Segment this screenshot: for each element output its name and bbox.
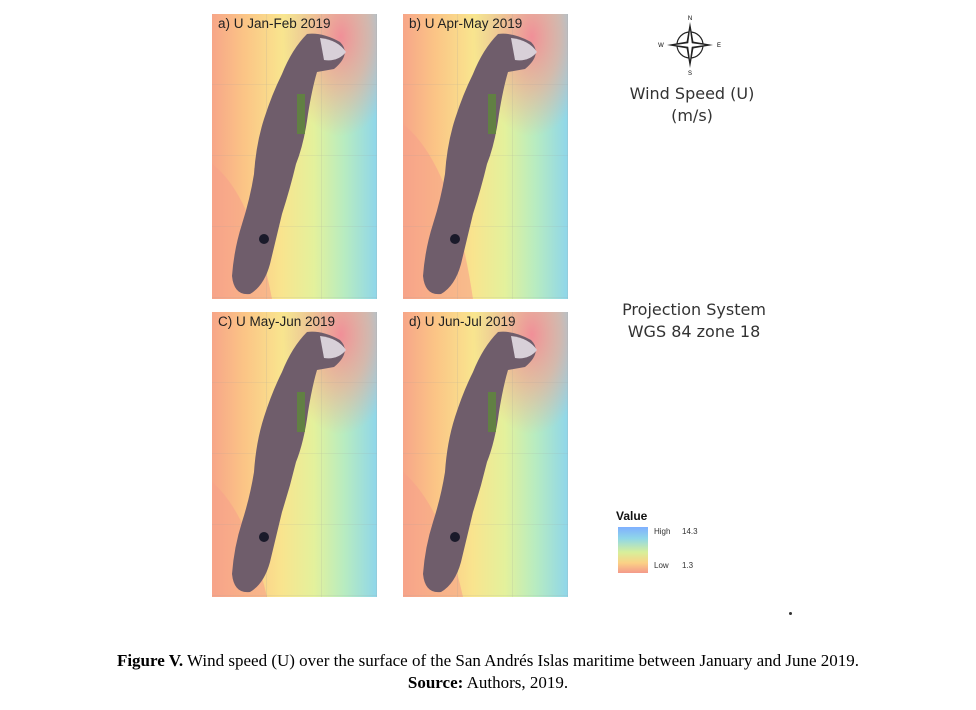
island-shape <box>232 33 345 295</box>
map-panel-c: C) U May-Jun 2019 <box>212 312 377 597</box>
island-shape <box>423 331 536 593</box>
caption-text: Wind speed (U) over the surface of the S… <box>183 651 860 670</box>
wind-map-d <box>403 312 568 597</box>
wind-speed-line2: (m/s) <box>671 106 713 125</box>
wind-map-a <box>212 14 377 299</box>
compass-e: E <box>717 43 721 49</box>
wind-speed-label: Wind Speed (U) (m/s) <box>612 83 772 127</box>
caption-label: Figure V. <box>116 651 184 670</box>
wind-map-c <box>212 312 377 597</box>
compass-n: N <box>688 16 692 22</box>
panel-title: d) U Jun-Jul 2019 <box>409 314 516 329</box>
projection-line2: WGS 84 zone 18 <box>627 322 761 341</box>
wind-map-b <box>403 14 568 299</box>
compass-s: S <box>688 71 692 76</box>
legend-low-value: 1.3 <box>682 561 694 570</box>
island-shape <box>423 33 536 295</box>
stray-dot <box>789 612 792 615</box>
legend-high-label: High <box>654 527 671 536</box>
projection-label: Projection System WGS 84 zone 18 <box>606 299 782 343</box>
island-shape <box>232 331 345 593</box>
panel-title: a) U Jan-Feb 2019 <box>218 16 331 31</box>
figure-caption: Figure V. Wind speed (U) over the surfac… <box>0 650 976 694</box>
legend-low-label: Low <box>654 561 669 570</box>
map-panel-b: b) U Apr-May 2019 <box>403 14 568 299</box>
map-panel-a: a) U Jan-Feb 2019 <box>212 14 377 299</box>
legend-title: Value <box>616 509 648 523</box>
panel-title: b) U Apr-May 2019 <box>409 16 523 31</box>
legend-color-ramp <box>618 527 648 573</box>
source-label: Source: <box>407 673 464 692</box>
map-panel-d: d) U Jun-Jul 2019 <box>403 312 568 597</box>
source-text: Authors, 2019. <box>463 673 569 692</box>
legend-high-value: 14.3 <box>682 527 698 536</box>
compass-rose-icon: N S E W <box>658 16 721 76</box>
panel-title: C) U May-Jun 2019 <box>218 314 336 329</box>
projection-line1: Projection System <box>622 300 766 319</box>
compass-w: W <box>658 43 664 49</box>
legend: Value High 14.3 Low 1.3 <box>616 509 726 579</box>
wind-speed-line1: Wind Speed (U) <box>629 84 755 103</box>
